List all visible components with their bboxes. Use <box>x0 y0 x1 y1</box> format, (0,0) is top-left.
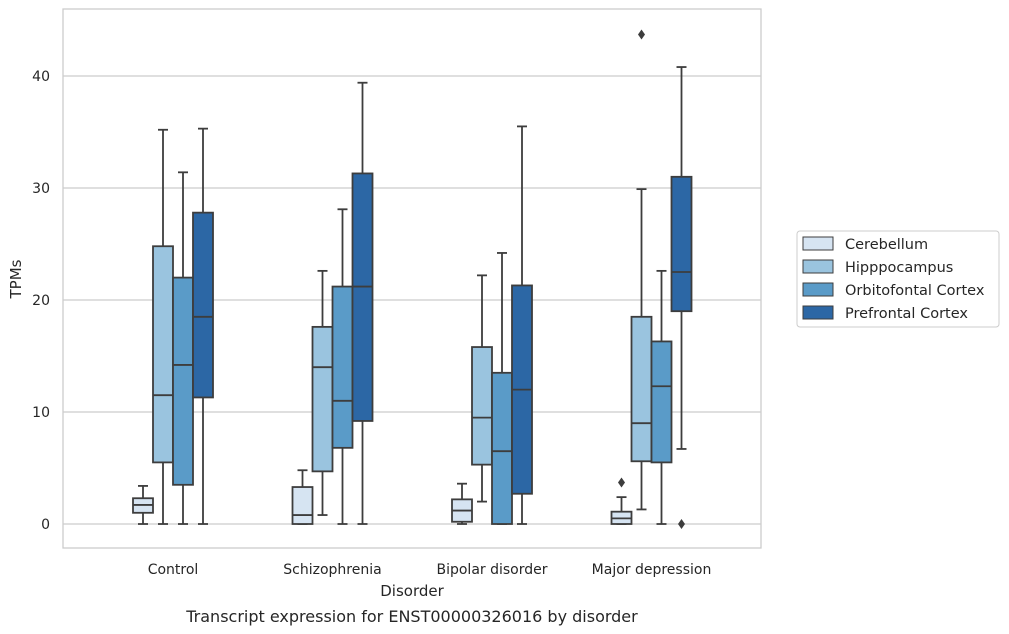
box-iqr <box>172 276 194 486</box>
legend-label: Cerebellum <box>845 237 928 253</box>
legend-swatch <box>802 282 834 297</box>
legend-item: Hipppocampus <box>802 259 953 276</box>
box-cerebellum <box>132 485 154 525</box>
y-tick-label: 0 <box>41 517 50 533</box>
legend-item: Prefrontal Cortex <box>802 305 968 322</box>
y-tick-label: 10 <box>32 405 50 421</box>
outlier-point <box>678 519 685 529</box>
legend-frame <box>796 230 1000 328</box>
box-iqr <box>630 315 653 463</box>
box-plot-area <box>132 29 693 529</box>
legend-swatch <box>802 236 834 251</box>
x-tick-label: Control <box>148 562 199 578</box>
box-iqr <box>152 245 174 464</box>
box-prefrontal-cortex <box>351 81 374 525</box>
box-hipppocampus <box>630 29 653 511</box>
box-orbitofontal-cortex <box>491 252 513 525</box>
box-iqr <box>650 340 673 464</box>
legend: Cerebellum Hipppocampus Orbitofontal Corte… <box>796 230 1000 328</box>
box-hipppocampus <box>152 128 174 525</box>
x-tick-label: Schizophrenia <box>283 562 381 578</box>
box-iqr <box>311 325 334 473</box>
legend-swatch <box>802 259 834 274</box>
y-tick-label: 20 <box>32 293 50 309</box>
x-tick-labels: Control Schizophrenia Bipolar disorder Majo… <box>148 562 712 578</box>
box-hipppocampus <box>311 269 334 516</box>
box-cerebellum <box>451 482 473 525</box>
y-tick-label: 40 <box>32 69 50 85</box>
box-prefrontal-cortex <box>192 127 214 525</box>
legend-label: Hipppocampus <box>845 260 953 276</box>
box-cerebellum <box>291 469 314 525</box>
y-tick-labels: 0 10 20 30 40 <box>32 69 50 533</box>
box-iqr <box>351 172 374 422</box>
box-orbitofontal-cortex <box>331 208 354 525</box>
y-tick-label: 30 <box>32 181 50 197</box>
box-iqr <box>491 371 513 525</box>
box-prefrontal-cortex <box>511 125 533 525</box>
box-orbitofontal-cortex <box>172 171 194 525</box>
plot-frame <box>62 8 762 549</box>
box-iqr <box>331 285 354 449</box>
outlier-point <box>638 29 645 40</box>
legend-label: Prefrontal Cortex <box>845 306 968 322</box>
legend-label: Orbitofontal Cortex <box>845 283 985 299</box>
chart-caption: Transcript expression for ENST0000032601… <box>185 607 638 626</box>
box-iqr <box>670 175 693 313</box>
legend-swatch <box>802 305 834 320</box>
box-iqr <box>192 211 214 399</box>
box-iqr <box>471 346 493 466</box>
legend-item: Cerebellum <box>802 236 928 253</box>
legend-item: Orbitofontal Cortex <box>802 282 985 299</box>
x-axis-label: Disorder <box>380 582 444 600</box>
box-cerebellum <box>610 477 633 525</box>
y-axis-label: TPMs <box>7 259 25 299</box>
box-iqr <box>291 486 314 525</box>
x-tick-label: Major depression <box>592 562 712 578</box>
box-hipppocampus <box>471 274 493 503</box>
box-prefrontal-cortex <box>670 66 693 529</box>
outlier-point <box>618 477 625 488</box>
box-orbitofontal-cortex <box>650 269 673 525</box>
x-tick-label: Bipolar disorder <box>436 562 547 578</box>
